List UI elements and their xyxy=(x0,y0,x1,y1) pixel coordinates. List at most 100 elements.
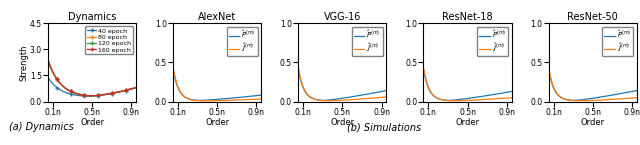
160 epoch xyxy=(135,86,143,88)
$\hat{P}^{(m)}$ xyxy=(598,96,606,98)
$\hat{P}^{(m)}$ xyxy=(638,89,640,90)
Line: 160 epoch: 160 epoch xyxy=(41,39,143,98)
Line: $\hat{J}^{(m)}$: $\hat{J}^{(m)}$ xyxy=(544,23,640,101)
$\hat{P}^{(m)}$ xyxy=(468,97,476,99)
$\hat{P}^{(m)}$ xyxy=(211,99,219,100)
$\hat{P}^{(m)}$ xyxy=(336,98,344,99)
$\hat{P}^{(m)}$ xyxy=(570,99,577,101)
Line: $\hat{P}^{(m)}$: $\hat{P}^{(m)}$ xyxy=(168,23,266,100)
$\hat{P}^{(m)}$ xyxy=(218,98,225,100)
$\hat{J}^{(m)}$ xyxy=(348,99,356,100)
Legend: $\hat{P}^{(m)}$, $\hat{J}^{(m)}$: $\hat{P}^{(m)}$, $\hat{J}^{(m)}$ xyxy=(227,27,258,56)
160 epoch xyxy=(92,95,100,96)
$\hat{J}^{(m)}$ xyxy=(495,98,503,99)
$\hat{P}^{(m)}$ xyxy=(388,89,396,90)
$\hat{P}^{(m)}$ xyxy=(462,98,470,100)
$\hat{J}^{(m)}$ xyxy=(587,100,595,101)
40 epoch xyxy=(137,86,145,87)
$\hat{J}^{(m)}$ xyxy=(468,99,476,101)
$\hat{P}^{(m)}$ xyxy=(444,99,452,101)
$\hat{P}^{(m)}$ xyxy=(415,22,422,24)
40 epoch xyxy=(86,95,93,97)
Line: $\hat{P}^{(m)}$: $\hat{P}^{(m)}$ xyxy=(544,23,640,100)
$\hat{J}^{(m)}$ xyxy=(540,22,548,24)
$\hat{J}^{(m)}$ xyxy=(289,22,297,24)
$\hat{J}^{(m)}$ xyxy=(620,98,628,99)
$\hat{P}^{(m)}$ xyxy=(473,96,481,98)
Text: (a) Dynamics: (a) Dynamics xyxy=(9,123,74,133)
120 epoch xyxy=(135,86,143,88)
X-axis label: Order: Order xyxy=(580,118,605,127)
120 epoch xyxy=(86,95,94,97)
80 epoch xyxy=(86,95,93,97)
80 epoch xyxy=(39,41,47,42)
$\hat{J}^{(m)}$ xyxy=(370,97,378,99)
Line: $\hat{J}^{(m)}$: $\hat{J}^{(m)}$ xyxy=(419,23,516,101)
$\hat{J}^{(m)}$ xyxy=(473,99,481,101)
Line: 40 epoch: 40 epoch xyxy=(41,65,143,99)
$\hat{J}^{(m)}$ xyxy=(211,100,219,102)
$\hat{J}^{(m)}$ xyxy=(218,100,225,101)
$\hat{J}^{(m)}$ xyxy=(638,96,640,98)
$\hat{P}^{(m)}$ xyxy=(461,98,469,100)
$\hat{P}^{(m)}$ xyxy=(513,90,520,91)
80 epoch xyxy=(120,90,127,91)
X-axis label: Order: Order xyxy=(456,118,479,127)
40 epoch xyxy=(92,95,100,97)
Legend: 40 epoch, 80 epoch, 120 epoch, 160 epoch: 40 epoch, 80 epoch, 120 epoch, 160 epoch xyxy=(85,26,133,54)
$\hat{P}^{(m)}$ xyxy=(164,22,172,24)
120 epoch xyxy=(137,86,145,87)
80 epoch xyxy=(92,95,100,96)
Legend: $\hat{P}^{(m)}$, $\hat{J}^{(m)}$: $\hat{P}^{(m)}$, $\hat{J}^{(m)}$ xyxy=(602,27,634,56)
$\hat{P}^{(m)}$ xyxy=(223,98,230,99)
120 epoch xyxy=(86,95,93,97)
$\hat{P}^{(m)}$ xyxy=(337,98,344,99)
$\hat{P}^{(m)}$ xyxy=(588,98,595,99)
$\hat{P}^{(m)}$ xyxy=(511,90,518,92)
$\hat{P}^{(m)}$ xyxy=(289,22,297,24)
$\hat{J}^{(m)}$ xyxy=(593,99,601,101)
Line: $\hat{P}^{(m)}$: $\hat{P}^{(m)}$ xyxy=(419,23,516,100)
Title: ResNet-18: ResNet-18 xyxy=(442,12,493,22)
120 epoch xyxy=(120,90,127,92)
160 epoch xyxy=(86,95,94,97)
80 epoch xyxy=(87,95,95,97)
$\hat{J}^{(m)}$ xyxy=(450,100,458,102)
$\hat{J}^{(m)}$ xyxy=(223,99,230,101)
X-axis label: Order: Order xyxy=(80,118,104,127)
$\hat{J}^{(m)}$ xyxy=(202,100,209,102)
$\hat{J}^{(m)}$ xyxy=(461,100,469,101)
Legend: $\hat{P}^{(m)}$, $\hat{J}^{(m)}$: $\hat{P}^{(m)}$, $\hat{J}^{(m)}$ xyxy=(352,27,383,56)
Line: $\hat{P}^{(m)}$: $\hat{P}^{(m)}$ xyxy=(293,23,392,100)
Title: Dynamics: Dynamics xyxy=(68,12,116,22)
$\hat{P}^{(m)}$ xyxy=(212,99,220,100)
$\hat{J}^{(m)}$ xyxy=(513,96,520,98)
80 epoch xyxy=(137,85,145,87)
$\hat{P}^{(m)}$ xyxy=(636,89,640,91)
Line: 80 epoch: 80 epoch xyxy=(41,39,143,98)
160 epoch xyxy=(87,95,95,97)
$\hat{P}^{(m)}$ xyxy=(195,99,203,101)
80 epoch xyxy=(98,94,106,96)
$\hat{J}^{(m)}$ xyxy=(343,99,351,101)
$\hat{P}^{(m)}$ xyxy=(260,94,268,96)
$\hat{P}^{(m)}$ xyxy=(319,99,327,101)
$\hat{P}^{(m)}$ xyxy=(385,89,393,91)
Line: $\hat{J}^{(m)}$: $\hat{J}^{(m)}$ xyxy=(293,23,392,101)
$\hat{J}^{(m)}$ xyxy=(336,99,344,101)
$\hat{J}^{(m)}$ xyxy=(388,96,396,97)
80 epoch xyxy=(86,95,94,97)
40 epoch xyxy=(39,67,47,68)
$\hat{J}^{(m)}$ xyxy=(164,22,172,24)
$\hat{P}^{(m)}$ xyxy=(593,97,601,98)
40 epoch xyxy=(86,95,94,97)
$\hat{P}^{(m)}$ xyxy=(620,92,628,94)
$\hat{J}^{(m)}$ xyxy=(262,98,270,100)
$\hat{J}^{(m)}$ xyxy=(385,96,393,97)
$\hat{J}^{(m)}$ xyxy=(588,100,595,101)
40 epoch xyxy=(135,86,143,88)
160 epoch xyxy=(137,85,145,87)
Title: AlexNet: AlexNet xyxy=(198,12,236,22)
X-axis label: Order: Order xyxy=(330,118,355,127)
$\hat{J}^{(m)}$ xyxy=(415,22,422,24)
